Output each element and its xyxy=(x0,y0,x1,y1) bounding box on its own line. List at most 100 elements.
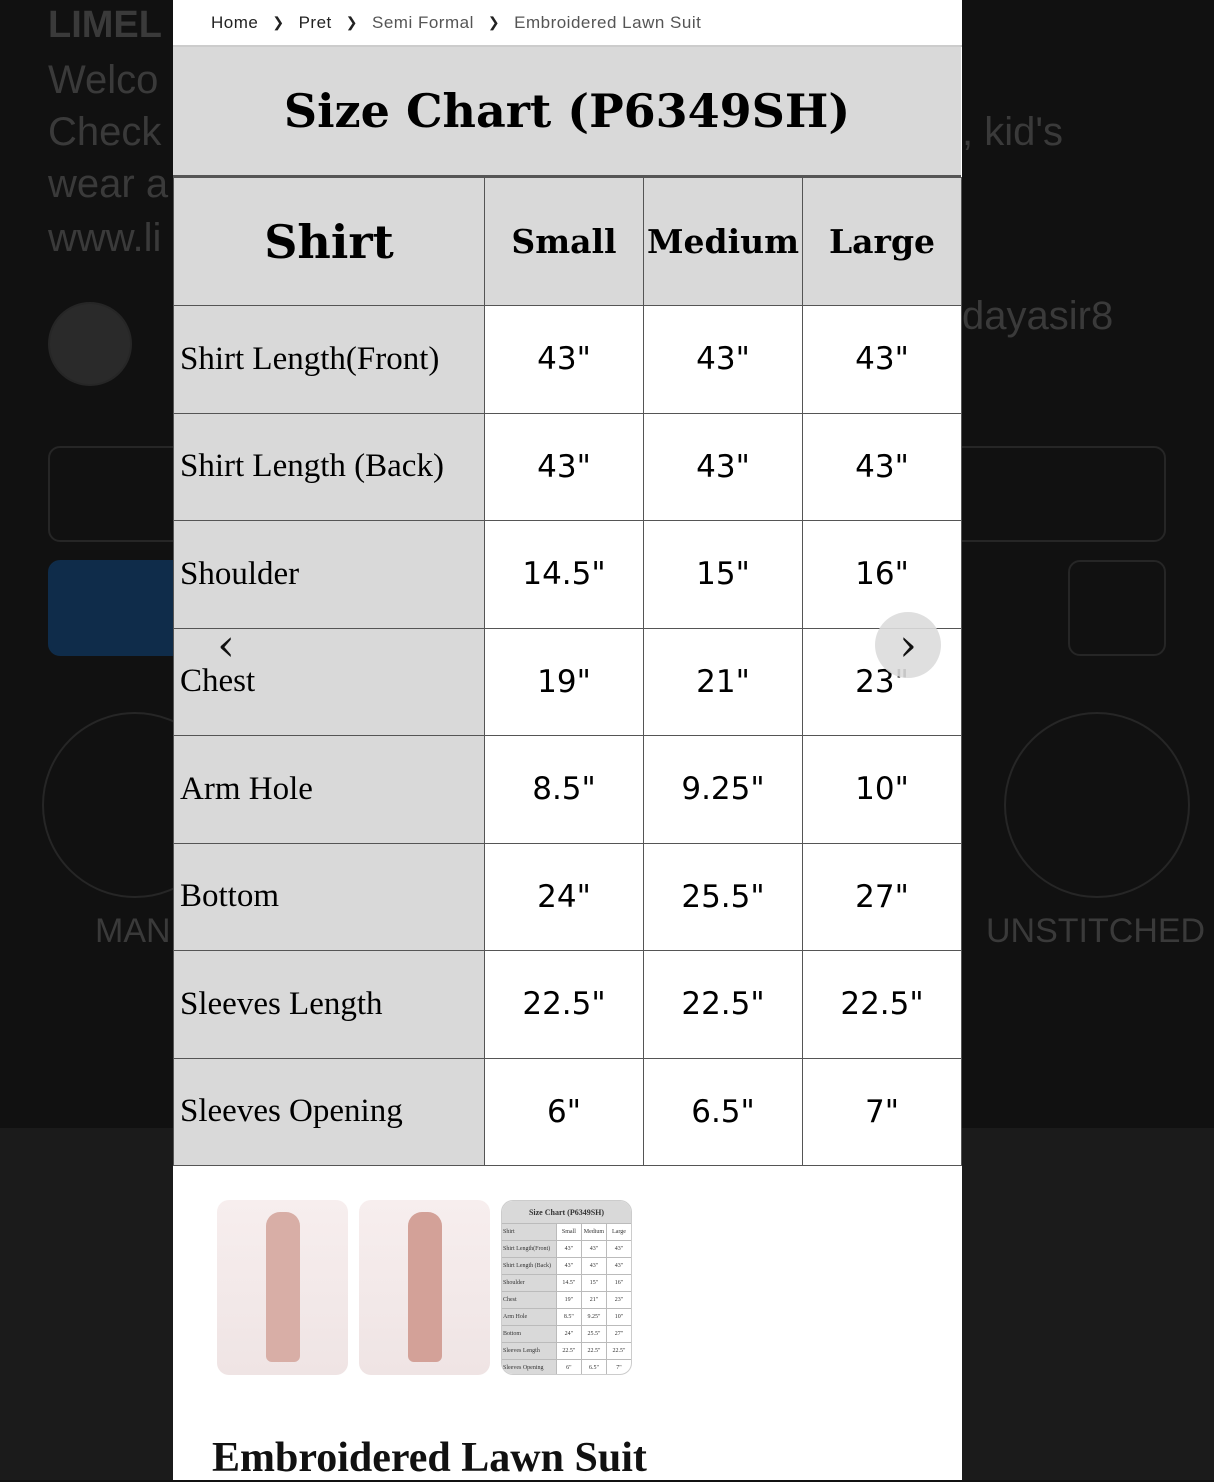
mini-chart-row: Shirt Length (Back) 43" 43" 43" xyxy=(502,1257,631,1274)
mini-cell: 6" xyxy=(555,1360,581,1374)
mini-chart-header: Shirt Small Medium Large xyxy=(502,1223,631,1240)
mini-cell: 43" xyxy=(605,1258,631,1274)
mini-cell: 27" xyxy=(605,1326,631,1342)
size-value: 43" xyxy=(484,412,644,521)
column-header: Shirt xyxy=(173,177,485,306)
mini-cell: Shirt xyxy=(502,1224,556,1240)
table-row: Shirt Length (Back) 43" 43" 43" xyxy=(173,412,962,521)
bg-bio-line: , kid's xyxy=(962,110,1063,154)
size-chart-title: Size Chart (P6349SH) xyxy=(173,47,961,177)
mini-cell: Large xyxy=(605,1224,631,1240)
mini-cell: 43" xyxy=(555,1241,581,1257)
bg-bio-line: Welco xyxy=(48,58,159,102)
mini-cell: 25.5" xyxy=(580,1326,606,1342)
thumbnail-strip: Size Chart (P6349SH) Shirt Small Medium Larg… xyxy=(217,1200,632,1375)
size-value: 22.5" xyxy=(484,950,644,1059)
size-value: 43" xyxy=(802,412,962,521)
mini-cell: Shirt Length(Front) xyxy=(502,1241,556,1257)
mini-cell: Shirt Length (Back) xyxy=(502,1258,556,1274)
column-header: Large xyxy=(802,177,962,306)
size-value: 43" xyxy=(643,412,803,521)
mini-cell: 9.25" xyxy=(580,1309,606,1325)
mini-cell: 22.5" xyxy=(555,1343,581,1359)
table-row: Sleeves Opening 6" 6.5" 7" xyxy=(173,1057,962,1166)
mini-cell: Small xyxy=(555,1224,581,1240)
mini-cell: Medium xyxy=(580,1224,606,1240)
mini-chart-row: Chest 19" 21" 23" xyxy=(502,1291,631,1308)
chevron-right-icon: ❯ xyxy=(487,14,501,30)
measurement-label: Sleeves Length xyxy=(173,950,485,1059)
size-value: 8.5" xyxy=(484,735,644,844)
mini-cell: 10" xyxy=(605,1309,631,1325)
table-row: Chest 19" 21" 23" xyxy=(173,627,962,736)
table-row: Sleeves Length 22.5" 22.5" 22.5" xyxy=(173,950,962,1059)
bg-bio-line: Check xyxy=(48,110,162,154)
chevron-right-icon: ❯ xyxy=(345,14,359,30)
bg-highlight xyxy=(1004,712,1190,898)
mini-cell: Chest xyxy=(502,1292,556,1308)
mini-cell: 15" xyxy=(580,1275,606,1291)
bg-bio-line: wear a xyxy=(48,162,169,206)
table-row: Arm Hole 8.5" 9.25" 10" xyxy=(173,735,962,844)
table-row: Bottom 24" 25.5" 27" xyxy=(173,842,962,951)
carousel-next-button[interactable]: › xyxy=(875,612,941,678)
mini-cell: 24" xyxy=(555,1326,581,1342)
mini-cell: Shoulder xyxy=(502,1275,556,1291)
size-value: 14.5" xyxy=(484,520,644,629)
size-value: 16" xyxy=(802,520,962,629)
mini-cell: 22.5" xyxy=(580,1343,606,1359)
thumbnail-size-chart[interactable]: Size Chart (P6349SH) Shirt Small Medium Larg… xyxy=(501,1200,632,1375)
chevron-right-icon: ❯ xyxy=(272,14,285,30)
breadcrumb-pret[interactable]: Pret xyxy=(298,12,332,32)
mini-chart-row: Sleeves Length 22.5" 22.5" 22.5" xyxy=(502,1342,631,1359)
mini-chart-row: Shoulder 14.5" 15" 16" xyxy=(502,1274,631,1291)
mini-chart-row: Sleeves Opening 6" 6.5" 7" xyxy=(502,1359,631,1374)
mini-cell: 22.5" xyxy=(605,1343,631,1359)
carousel-prev-button[interactable]: ‹ xyxy=(193,612,259,678)
thumbnail-front-view[interactable] xyxy=(217,1200,348,1375)
mini-cell: 21" xyxy=(580,1292,606,1308)
bg-avatar xyxy=(48,302,132,386)
size-value: 9.25" xyxy=(643,735,803,844)
size-value: 27" xyxy=(802,842,962,951)
product-page: Home ❯ Pret ❯ Semi Formal ❯ Embroidered … xyxy=(173,0,962,1481)
bg-highlight-label: MAN xyxy=(95,912,171,950)
bg-bio-line: www.li xyxy=(48,216,162,260)
mini-cell: Arm Hole xyxy=(502,1309,556,1325)
mini-chart-row: Shirt Length(Front) 43" 43" 43" xyxy=(502,1240,631,1257)
size-chart-table: Shirt Small Medium Large Shirt Length(Front… xyxy=(173,177,962,1166)
size-value: 6" xyxy=(484,1057,644,1166)
bg-followed-by: dayasir8 xyxy=(962,294,1114,338)
size-value: 15" xyxy=(643,520,803,629)
mini-cell: 43" xyxy=(605,1241,631,1257)
size-value: 10" xyxy=(802,735,962,844)
mini-cell: 16" xyxy=(605,1275,631,1291)
product-title: Embroidered Lawn Suit xyxy=(212,1435,647,1481)
column-header: Medium xyxy=(643,177,803,306)
mini-cell: 7" xyxy=(605,1360,631,1374)
size-value: 43" xyxy=(643,305,803,414)
column-header: Small xyxy=(484,177,644,306)
bg-highlight-label: UNSTITCHED xyxy=(986,912,1206,950)
size-value: 22.5" xyxy=(802,950,962,1059)
bg-add-user-icon xyxy=(1068,560,1166,656)
mini-cell: 23" xyxy=(605,1292,631,1308)
thumbnail-back-view[interactable] xyxy=(359,1200,490,1375)
size-value: 21" xyxy=(643,627,803,736)
measurement-label: Chest xyxy=(173,627,485,736)
mini-cell: 14.5" xyxy=(555,1275,581,1291)
measurement-label: Shoulder xyxy=(173,520,485,629)
size-value: 43" xyxy=(802,305,962,414)
breadcrumb-current: Embroidered Lawn Suit xyxy=(514,12,702,32)
mini-chart-row: Arm Hole 8.5" 9.25" 10" xyxy=(502,1308,631,1325)
breadcrumb-home[interactable]: Home xyxy=(211,12,259,32)
table-row: Shoulder 14.5" 15" 16" xyxy=(173,520,962,629)
chevron-left-icon: ‹ xyxy=(217,619,235,671)
mini-chart-title: Size Chart (P6349SH) xyxy=(502,1201,631,1223)
mini-cell: 19" xyxy=(555,1292,581,1308)
mini-chart-row: Bottom 24" 25.5" 27" xyxy=(502,1325,631,1342)
breadcrumb-semi-formal[interactable]: Semi Formal xyxy=(372,12,474,32)
mini-cell: Bottom xyxy=(502,1326,556,1342)
bg-follow-button xyxy=(48,560,188,656)
measurement-label: Sleeves Opening xyxy=(173,1057,485,1166)
